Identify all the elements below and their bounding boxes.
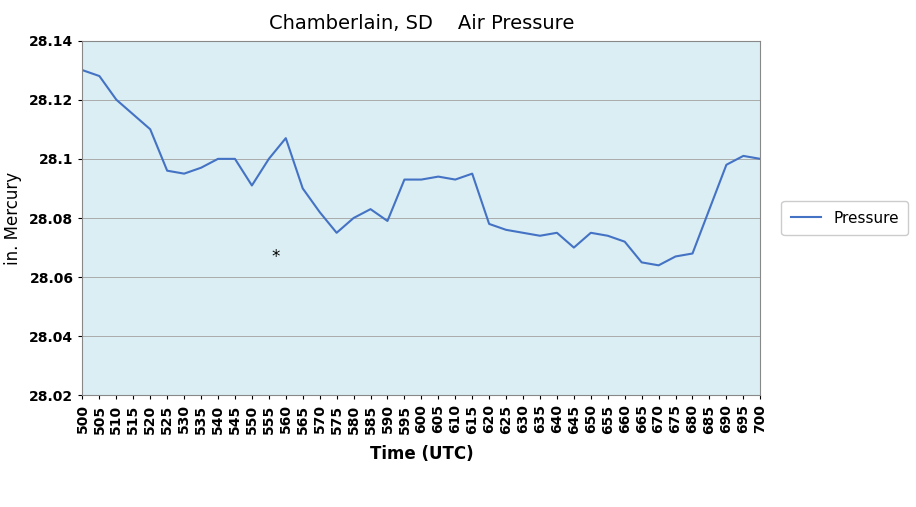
Pressure xyxy=(398,176,409,183)
Pressure xyxy=(128,112,139,118)
Pressure xyxy=(111,97,122,103)
Pressure xyxy=(264,156,275,162)
Pressure xyxy=(534,233,545,239)
Pressure xyxy=(298,186,309,192)
Pressure xyxy=(196,165,207,171)
Pressure xyxy=(246,183,257,189)
Line: Pressure: Pressure xyxy=(82,70,760,265)
Pressure xyxy=(416,176,427,183)
Pressure xyxy=(518,230,529,236)
Pressure xyxy=(145,126,156,132)
Pressure xyxy=(603,233,614,239)
Pressure xyxy=(314,209,325,215)
Pressure xyxy=(348,215,359,221)
Pressure xyxy=(179,171,190,177)
Pressure xyxy=(213,156,224,162)
Pressure xyxy=(93,73,104,79)
Title: Chamberlain, SD    Air Pressure: Chamberlain, SD Air Pressure xyxy=(268,14,574,33)
Pressure xyxy=(382,218,393,224)
Pressure xyxy=(365,206,376,212)
Pressure xyxy=(450,176,461,183)
Pressure xyxy=(671,254,682,260)
Pressure xyxy=(687,250,698,257)
Pressure xyxy=(77,67,88,73)
Y-axis label: in. Mercury: in. Mercury xyxy=(5,171,22,265)
Pressure xyxy=(280,135,291,141)
Pressure xyxy=(755,156,766,162)
Pressure xyxy=(721,162,732,168)
Pressure xyxy=(703,206,714,212)
Text: *: * xyxy=(271,247,279,266)
Pressure xyxy=(229,156,240,162)
Pressure xyxy=(653,262,664,268)
Pressure xyxy=(332,230,343,236)
Pressure xyxy=(568,244,579,250)
Pressure xyxy=(433,173,444,179)
Pressure xyxy=(585,230,596,236)
Pressure xyxy=(636,259,647,265)
Pressure xyxy=(466,171,477,177)
Pressure xyxy=(162,168,173,174)
Legend: Pressure: Pressure xyxy=(781,201,908,235)
Pressure xyxy=(501,227,512,233)
Pressure xyxy=(737,153,748,159)
Pressure xyxy=(619,239,630,245)
Pressure xyxy=(484,221,495,227)
X-axis label: Time (UTC): Time (UTC) xyxy=(369,445,474,463)
Pressure xyxy=(551,230,562,236)
